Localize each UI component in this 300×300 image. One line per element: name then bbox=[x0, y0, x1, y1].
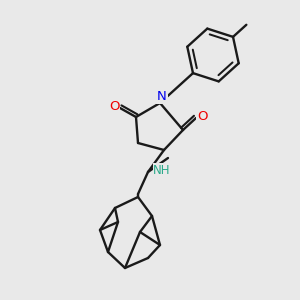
Text: N: N bbox=[157, 91, 167, 103]
Text: O: O bbox=[109, 100, 119, 113]
Text: O: O bbox=[197, 110, 207, 124]
Text: NH: NH bbox=[153, 164, 171, 176]
